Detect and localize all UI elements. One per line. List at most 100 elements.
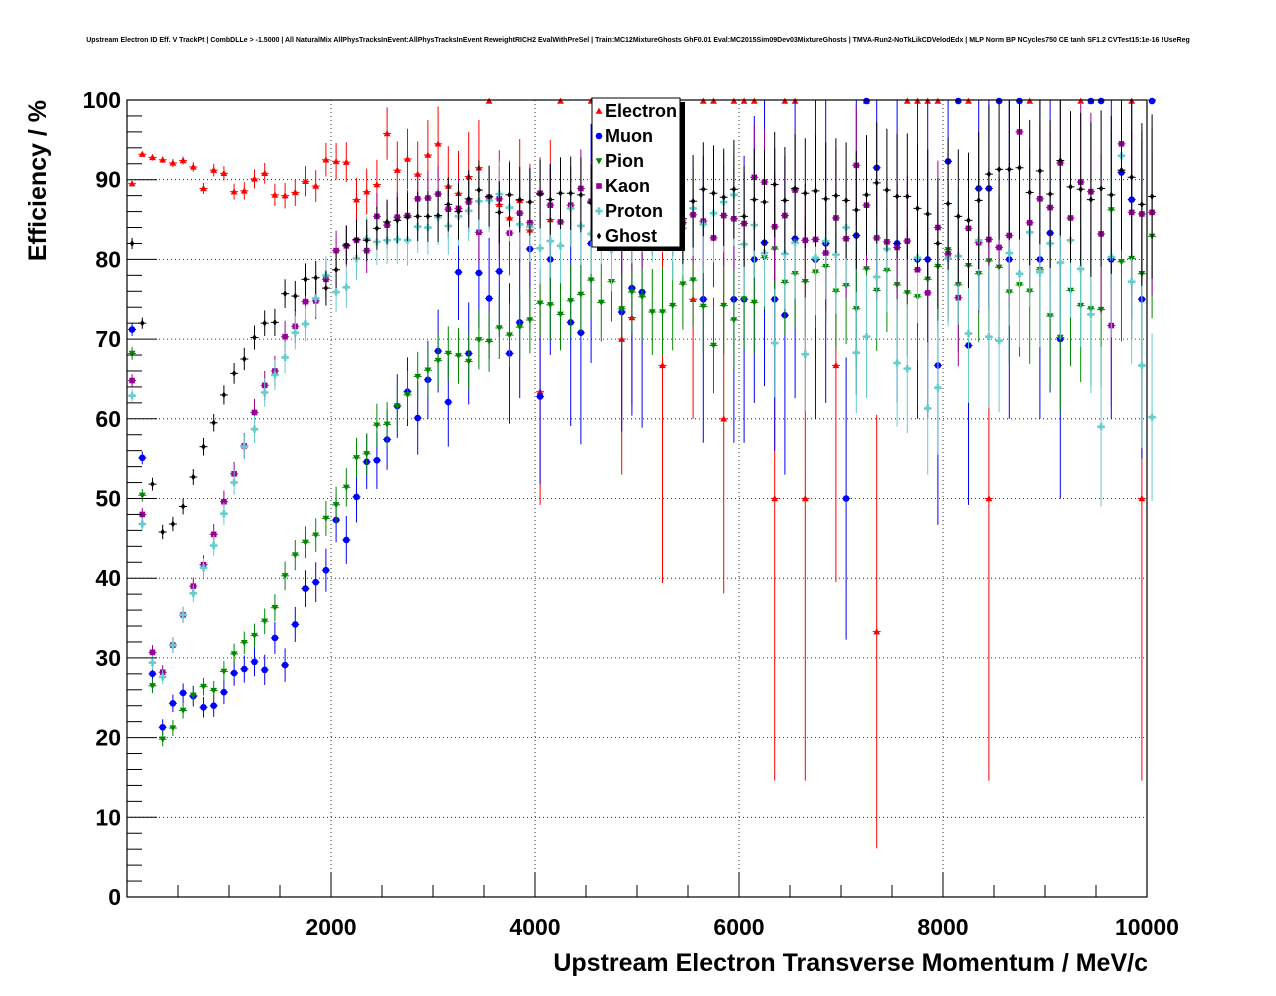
data-point xyxy=(1087,97,1095,105)
data-point xyxy=(231,369,237,377)
data-point xyxy=(140,319,145,327)
data-point xyxy=(750,97,758,104)
data-point xyxy=(434,357,442,365)
data-point xyxy=(588,199,594,207)
data-point xyxy=(1109,191,1114,199)
data-point xyxy=(966,216,971,224)
data-point xyxy=(383,130,391,137)
y-tick-label: 70 xyxy=(95,326,121,352)
data-point xyxy=(353,455,360,462)
data-point xyxy=(159,723,166,731)
data-point xyxy=(546,302,554,309)
data-point xyxy=(291,329,299,337)
data-point xyxy=(240,640,248,647)
data-point xyxy=(322,515,330,522)
data-point xyxy=(842,495,850,502)
data-point xyxy=(322,566,330,574)
data-point xyxy=(965,97,972,104)
data-point xyxy=(986,170,992,178)
data-point xyxy=(312,578,320,586)
data-point xyxy=(230,669,238,677)
data-point xyxy=(710,97,717,104)
legend-label-kaon: Kaon xyxy=(605,176,650,196)
data-point xyxy=(1007,165,1012,173)
data-point xyxy=(191,473,196,481)
data-point xyxy=(383,421,391,428)
data-point xyxy=(740,296,748,303)
data-point xyxy=(985,495,993,502)
data-point xyxy=(618,306,626,313)
x-tick-label: 6000 xyxy=(713,914,764,940)
data-point xyxy=(281,192,289,199)
data-point xyxy=(189,692,197,699)
data-point xyxy=(384,218,390,226)
data-point xyxy=(251,658,258,666)
data-point xyxy=(1129,173,1134,181)
data-point xyxy=(832,251,840,259)
data-point xyxy=(445,398,452,406)
data-point xyxy=(934,384,942,392)
data-point xyxy=(281,661,289,669)
data-point xyxy=(833,192,839,200)
data-point xyxy=(862,333,871,341)
data-point xyxy=(476,186,482,194)
data-point xyxy=(934,97,942,104)
data-point xyxy=(271,604,279,612)
x-tick-label: 4000 xyxy=(509,914,560,940)
data-point xyxy=(792,185,798,192)
data-point xyxy=(293,292,298,300)
data-point xyxy=(497,208,502,216)
data-point xyxy=(415,212,420,220)
data-point xyxy=(903,364,911,373)
data-point xyxy=(344,241,349,249)
data-point xyxy=(332,288,340,296)
legend-label-proton: Proton xyxy=(605,201,663,221)
data-point xyxy=(964,329,973,338)
data-point xyxy=(302,585,309,592)
data-point xyxy=(517,196,522,204)
legend-label-ghost: Ghost xyxy=(605,226,657,246)
data-point xyxy=(466,195,471,203)
data-point xyxy=(996,244,1002,251)
data-point xyxy=(1088,196,1094,204)
data-point xyxy=(506,332,513,339)
data-point xyxy=(731,185,737,193)
data-point xyxy=(393,403,401,410)
data-point xyxy=(548,196,553,204)
data-point xyxy=(230,188,238,195)
data-point xyxy=(210,687,218,694)
data-point xyxy=(956,212,961,220)
data-point xyxy=(281,353,289,362)
data-point xyxy=(210,541,218,550)
data-point xyxy=(271,634,279,642)
data-point xyxy=(333,266,339,274)
data-point xyxy=(149,670,156,678)
data-point xyxy=(251,175,258,182)
x-tick-label: 10000 xyxy=(1115,914,1179,940)
y-tick-label: 0 xyxy=(108,884,121,910)
data-point xyxy=(291,189,299,196)
data-point xyxy=(455,268,462,276)
data-point xyxy=(160,528,165,536)
data-point xyxy=(782,197,788,204)
data-point xyxy=(363,188,371,195)
data-point xyxy=(587,277,595,284)
data-point xyxy=(169,641,177,649)
data-point xyxy=(536,244,544,252)
data-point xyxy=(169,725,177,732)
data-point xyxy=(1128,278,1136,286)
data-point xyxy=(282,333,288,340)
legend-box xyxy=(591,97,681,248)
data-point xyxy=(1026,97,1034,104)
data-point xyxy=(823,195,828,203)
data-point xyxy=(150,480,155,488)
data-point xyxy=(772,181,777,188)
data-point xyxy=(230,651,238,658)
data-point xyxy=(556,242,565,250)
data-point xyxy=(546,237,554,245)
data-point xyxy=(925,210,930,218)
data-point xyxy=(1148,97,1156,105)
legend-marker-electron xyxy=(595,107,603,114)
data-point xyxy=(200,704,207,711)
data-point xyxy=(210,702,217,710)
